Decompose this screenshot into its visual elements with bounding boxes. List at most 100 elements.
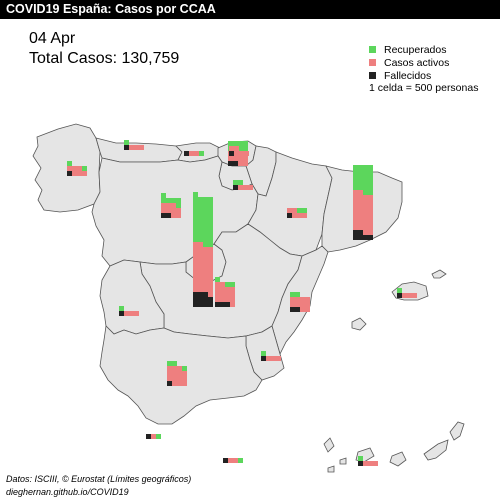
waffle-cell-recovered (198, 197, 203, 202)
waffle-cell-recovered (119, 306, 124, 311)
waffle-cell-recovered (198, 237, 203, 242)
waffle-cell-deceased (146, 434, 151, 439)
waffle-cell-active (203, 262, 208, 267)
waffle-cell-active (193, 277, 198, 282)
waffle-cell-active (193, 247, 198, 252)
waffle-cell-active (139, 145, 144, 150)
waffle-cell-active (198, 257, 203, 262)
waffle-cell-active (228, 458, 233, 463)
waffle-cell-recovered (215, 277, 220, 282)
waffle-cell-active (353, 215, 358, 220)
waffle-cell-recovered (193, 232, 198, 237)
legend-label-deceased: Fallecidos (384, 70, 432, 82)
waffle-cell-active (215, 287, 220, 292)
waffle-cell-deceased (208, 297, 213, 302)
waffle-cell-active (363, 215, 368, 220)
waffle-cell-recovered (353, 170, 358, 175)
waffle-cell-recovered (238, 458, 243, 463)
waffle-cell-active (134, 311, 139, 316)
waffle-cell-active (177, 376, 182, 381)
waffle-cell-deceased (229, 151, 234, 156)
waffle-cell-deceased (193, 302, 198, 307)
waffle-cell-active (172, 371, 177, 376)
waffle-cell-active (82, 171, 87, 176)
waffle-cell-active (230, 292, 235, 297)
waffle-cell-recovered (198, 232, 203, 237)
waffle-cell-active (407, 293, 412, 298)
waffle-cell-recovered (172, 361, 177, 366)
waffle-cell-active (238, 161, 243, 166)
waffle-cell-recovered (82, 166, 87, 171)
waffle-cell-recovered (368, 175, 373, 180)
waffle-cell-recovered (203, 222, 208, 227)
waffle-andaluc-a (167, 361, 187, 386)
waffle-cell-active (151, 434, 156, 439)
waffle-cell-active (198, 282, 203, 287)
waffle-cell-active (228, 156, 233, 161)
waffle-cell-active (171, 203, 176, 208)
waffle-cell-deceased (198, 292, 203, 297)
waffle-cell-active (72, 171, 77, 176)
waffle-cell-recovered (353, 180, 358, 185)
waffle-cell-active (368, 205, 373, 210)
waffle-cell-active (233, 458, 238, 463)
waffle-cell-recovered (193, 192, 198, 197)
waffle-cell-recovered (166, 198, 171, 203)
waffle-cell-active (368, 461, 373, 466)
waffle-cell-active (353, 190, 358, 195)
waffle-cell-active (182, 376, 187, 381)
waffle-regi-n-de-murcia (261, 351, 281, 361)
legend-swatch-active (369, 59, 376, 66)
waffle-cell-recovered (290, 292, 295, 297)
waffle-cell-active (300, 307, 305, 312)
waffle-cell-recovered (397, 288, 402, 293)
waffle-cell-deceased (203, 292, 208, 297)
waffle-cell-active (230, 297, 235, 302)
waffle-cell-recovered (203, 237, 208, 242)
waffle-castilla-y-le-n (161, 193, 181, 218)
waffle-cell-recovered (368, 180, 373, 185)
waffle-cell-active (358, 200, 363, 205)
waffle-cell-active (124, 311, 129, 316)
waffle-galicia (67, 161, 87, 176)
waffle-cell-active (203, 282, 208, 287)
waffle-cell-deceased (220, 302, 225, 307)
waffle-cell-active (292, 213, 297, 218)
waffle-cell-active (290, 302, 295, 307)
waffle-cell-recovered (198, 222, 203, 227)
waffle-cell-recovered (203, 207, 208, 212)
waffle-cell-active (193, 272, 198, 277)
waffle-cell-recovered (67, 161, 72, 166)
waffle-cell-active (243, 185, 248, 190)
waffle-cell-active (368, 210, 373, 215)
waffle-cell-active (166, 208, 171, 213)
waffle-cell-recovered (203, 232, 208, 237)
waffle-cell-active (193, 282, 198, 287)
waffle-cantabria (184, 151, 204, 156)
waffle-cell-active (363, 225, 368, 230)
waffle-cell-active (176, 208, 181, 213)
waffle-cell-recovered (225, 282, 230, 287)
waffle-cell-active (203, 247, 208, 252)
waffle-cell-active (234, 146, 239, 151)
waffle-cell-active (77, 171, 82, 176)
waffle-cell-recovered (156, 434, 161, 439)
waffle-cell-recovered (368, 190, 373, 195)
waffle-cell-deceased (228, 161, 233, 166)
waffle-cell-active (358, 215, 363, 220)
waffle-cell-recovered (228, 141, 233, 146)
waffle-cell-active (363, 200, 368, 205)
waffle-cell-deceased (215, 302, 220, 307)
waffle-cell-deceased (198, 297, 203, 302)
waffle-cell-active (358, 220, 363, 225)
waffle-cell-deceased (353, 235, 358, 240)
waffle-cell-recovered (363, 170, 368, 175)
waffle-cell-active (358, 190, 363, 195)
waffle-cell-deceased (193, 297, 198, 302)
waffle-cell-recovered (358, 185, 363, 190)
waffle-cell-active (193, 287, 198, 292)
waffle-cell-active (363, 205, 368, 210)
waffle-cell-active (208, 282, 213, 287)
